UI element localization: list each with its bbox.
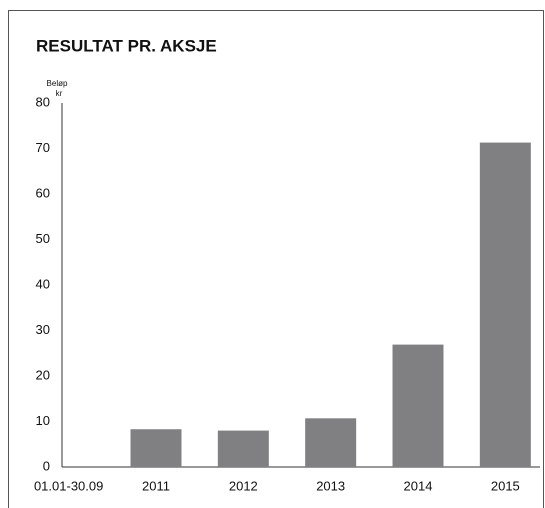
y-tick-label: 40: [36, 276, 50, 291]
y-tick-label: 60: [36, 185, 50, 200]
x-tick-label: 2015: [491, 478, 520, 493]
x-tick-label: 2012: [229, 478, 258, 493]
bar: [392, 344, 444, 467]
bar: [305, 418, 357, 467]
bar: [479, 142, 531, 467]
y-tick-label: 0: [43, 458, 50, 473]
frame: [8, 10, 544, 508]
y-tick-label: 50: [36, 231, 50, 246]
y-axis-label: Beløp: [47, 79, 68, 88]
bar: [217, 430, 269, 467]
bar: [130, 429, 182, 467]
y-tick-label: 20: [36, 367, 50, 382]
y-tick-label: 10: [36, 413, 50, 428]
y-axis-label: kr: [56, 89, 63, 98]
y-tick-label: 80: [36, 94, 50, 109]
chart-title: RESULTAT PR. AKSJE: [36, 36, 217, 55]
x-tick-label: 2014: [404, 478, 433, 493]
x-tick-label: 2011: [142, 478, 170, 493]
y-tick-label: 30: [36, 322, 50, 337]
x-tick-label: 01.01-30.09: [34, 478, 103, 493]
y-tick-label: 70: [36, 140, 50, 155]
x-tick-label: 2013: [316, 478, 345, 493]
